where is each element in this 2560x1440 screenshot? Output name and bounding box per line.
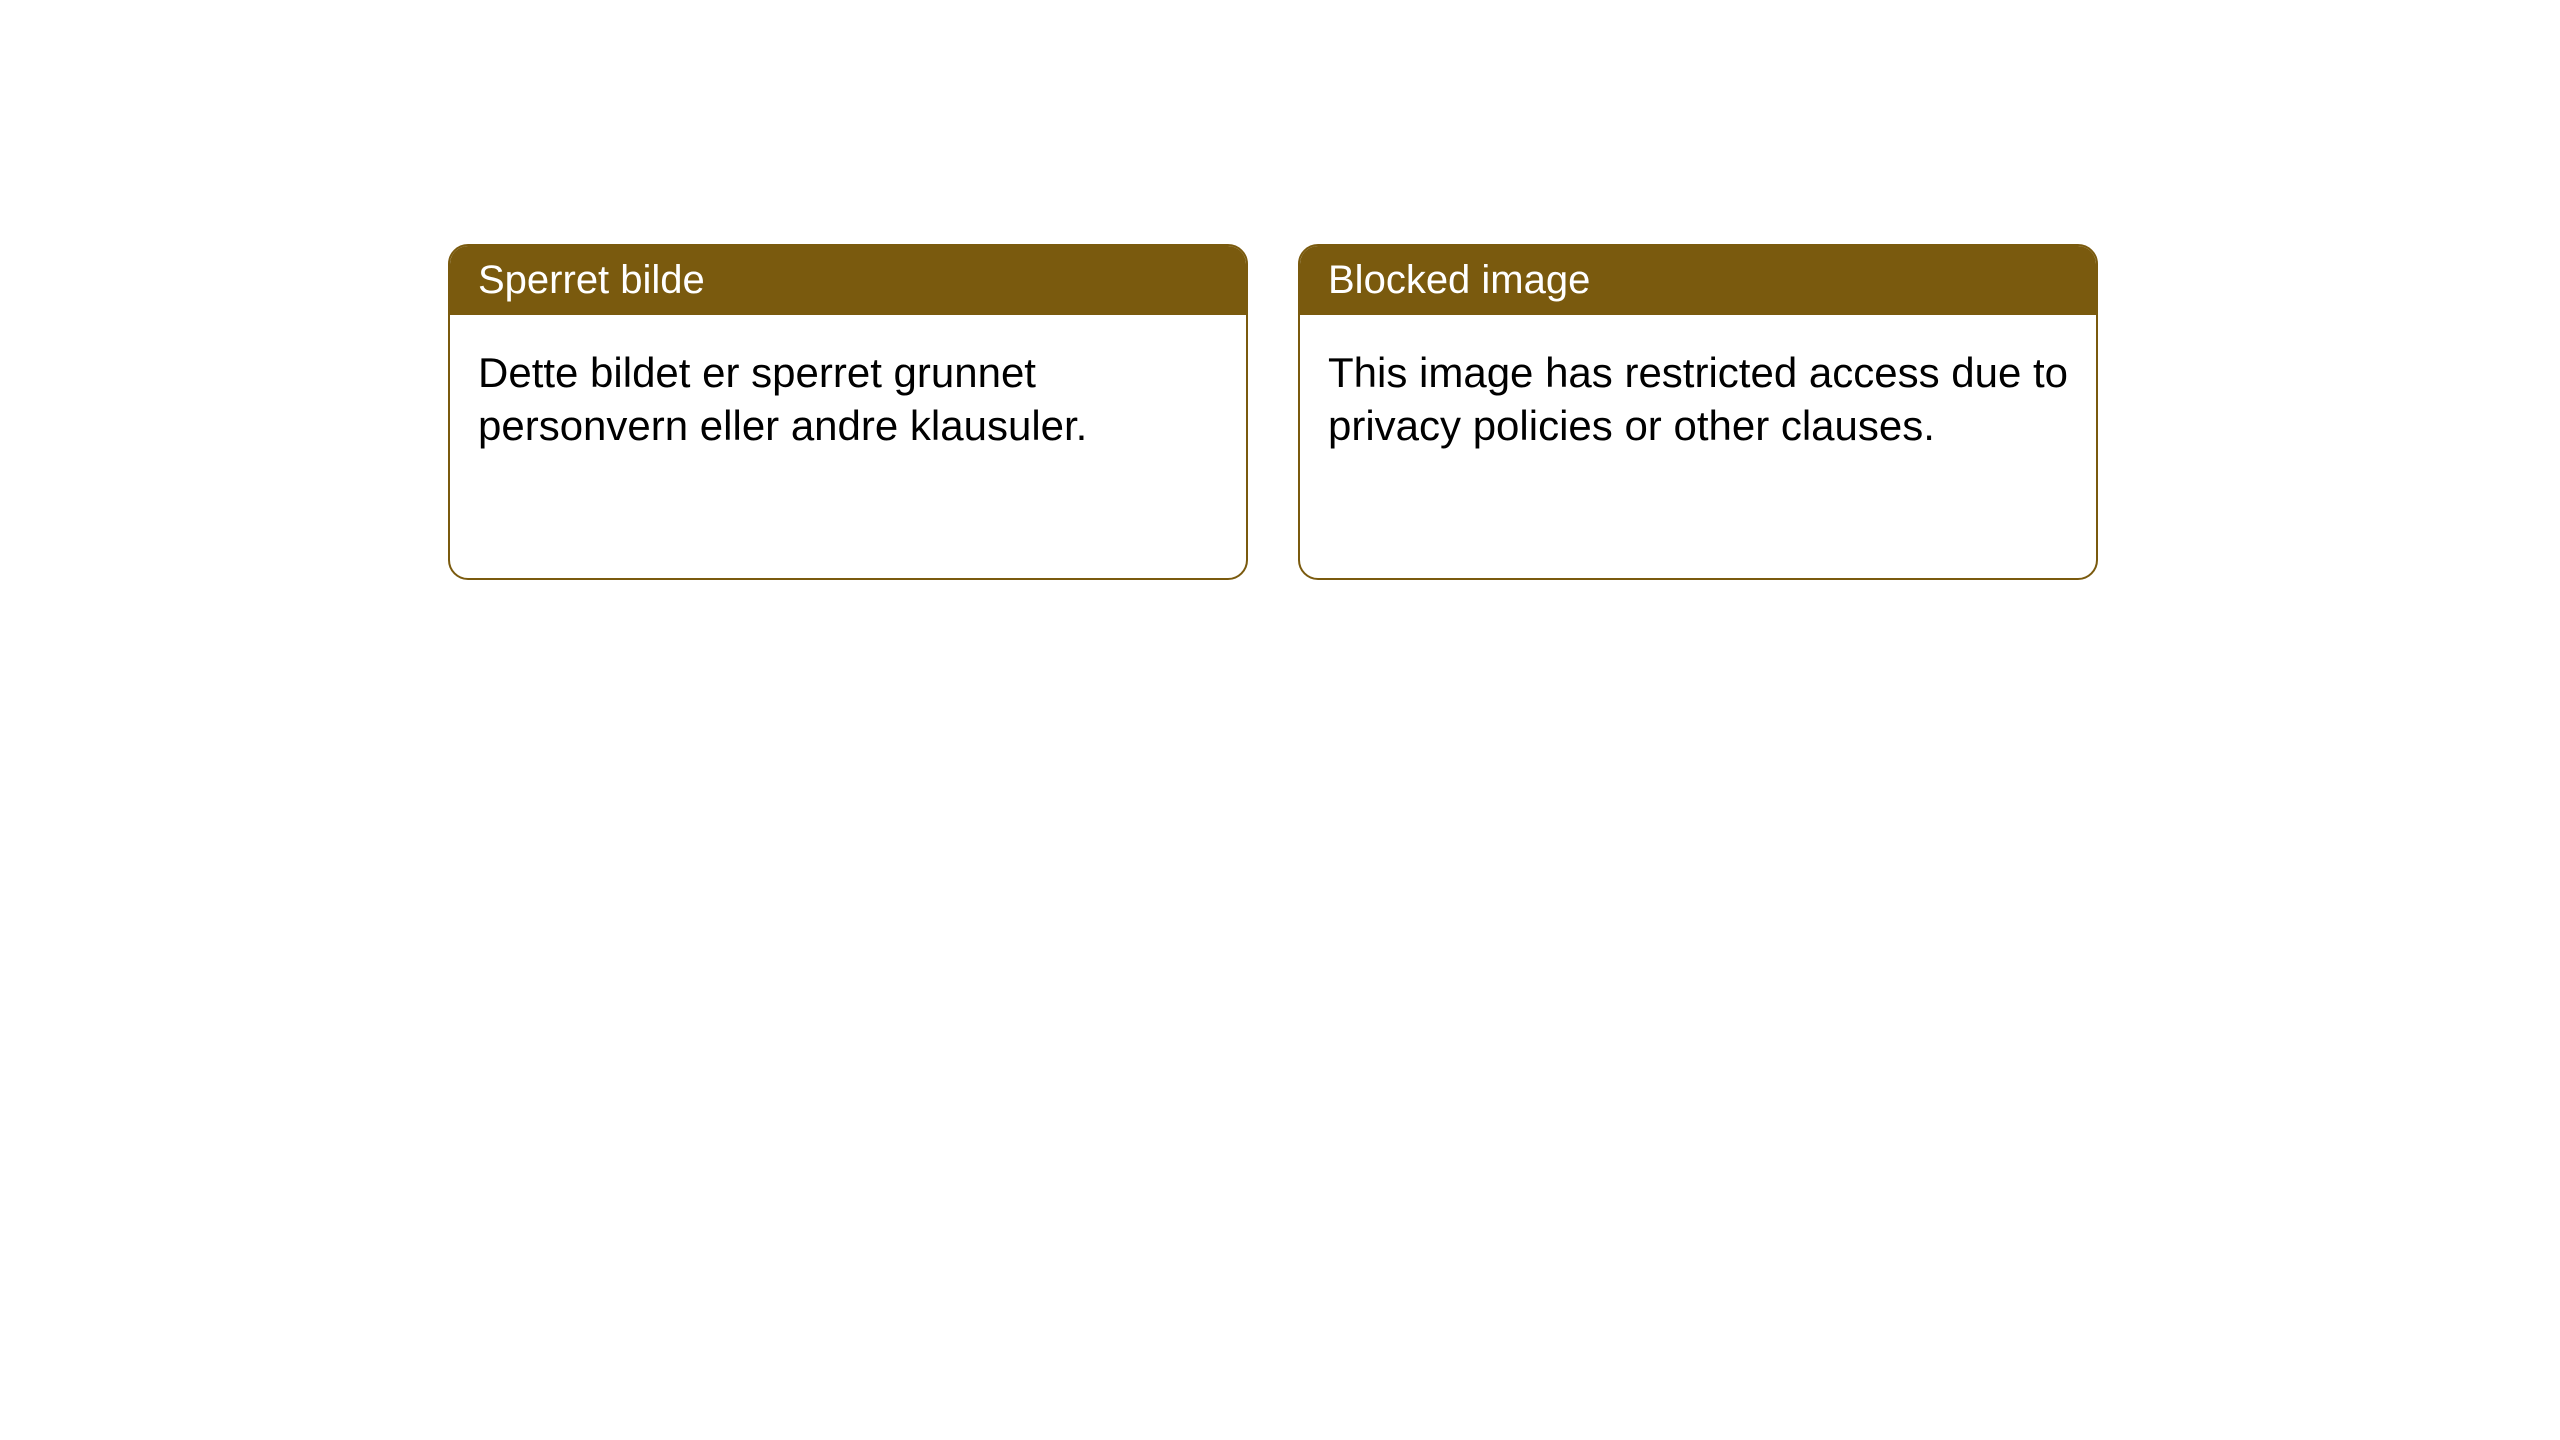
card-header: Sperret bilde: [450, 246, 1246, 315]
card-body-text: Dette bildet er sperret grunnet personve…: [478, 349, 1087, 449]
cards-container: Sperret bilde Dette bildet er sperret gr…: [0, 0, 2560, 580]
blocked-image-card-english: Blocked image This image has restricted …: [1298, 244, 2098, 580]
card-header: Blocked image: [1300, 246, 2096, 315]
card-title: Sperret bilde: [478, 258, 705, 302]
blocked-image-card-norwegian: Sperret bilde Dette bildet er sperret gr…: [448, 244, 1248, 580]
card-body: Dette bildet er sperret grunnet personve…: [450, 315, 1246, 484]
card-body-text: This image has restricted access due to …: [1328, 349, 2068, 449]
card-title: Blocked image: [1328, 258, 1590, 302]
card-body: This image has restricted access due to …: [1300, 315, 2096, 484]
